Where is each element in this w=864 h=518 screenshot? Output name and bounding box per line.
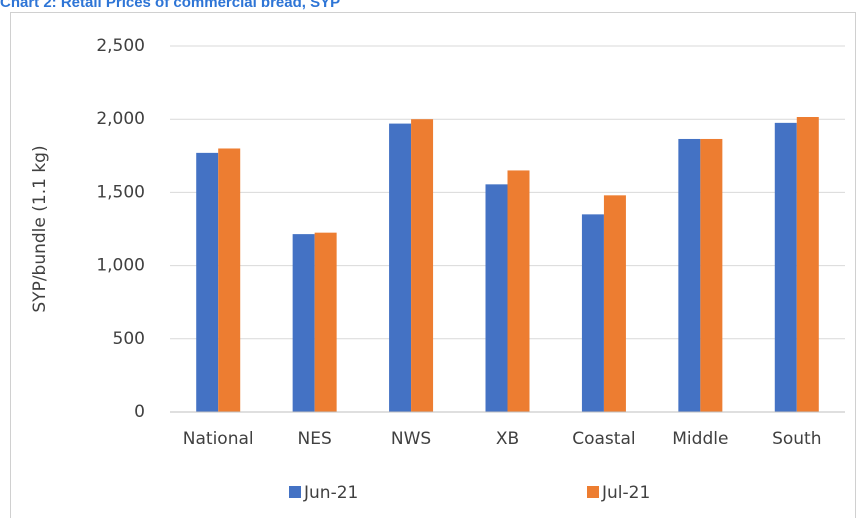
bar [507,170,530,412]
y-tick-label: 500 [113,329,145,349]
bar [678,138,701,413]
y-tick-label: 2,500 [96,36,145,56]
bar [796,117,819,412]
legend-swatch [289,486,301,498]
bar [389,123,412,412]
y-tick-label: 1,000 [96,256,145,276]
y-axis-label: SYP/bundle (1.1 kg) [30,145,50,312]
bar [196,152,219,412]
bar [700,138,723,413]
legend-swatch [587,486,599,498]
chart-title: Chart 2: Retail Prices of commercial bre… [0,0,340,11]
x-tick-label: Coastal [572,429,635,449]
x-tick-label: NES [298,429,332,449]
x-tick-label: NWS [391,429,431,449]
y-tick-label: 0 [134,402,145,422]
x-tick-label: South [772,429,821,449]
bar [603,195,626,412]
bar [218,148,241,413]
y-tick-label: 1,500 [96,182,145,202]
bar [314,232,337,412]
legend-label: Jun-21 [303,483,358,503]
bar [774,122,797,413]
x-tick-label: XB [496,429,519,449]
x-tick-label: Middle [672,429,728,449]
y-tick-label: 2,000 [96,109,145,129]
bar [292,234,315,412]
bar [411,119,434,412]
legend-label: Jul-21 [601,483,650,503]
bar [485,184,508,412]
bar [581,214,604,412]
x-tick-label: National [183,429,254,449]
